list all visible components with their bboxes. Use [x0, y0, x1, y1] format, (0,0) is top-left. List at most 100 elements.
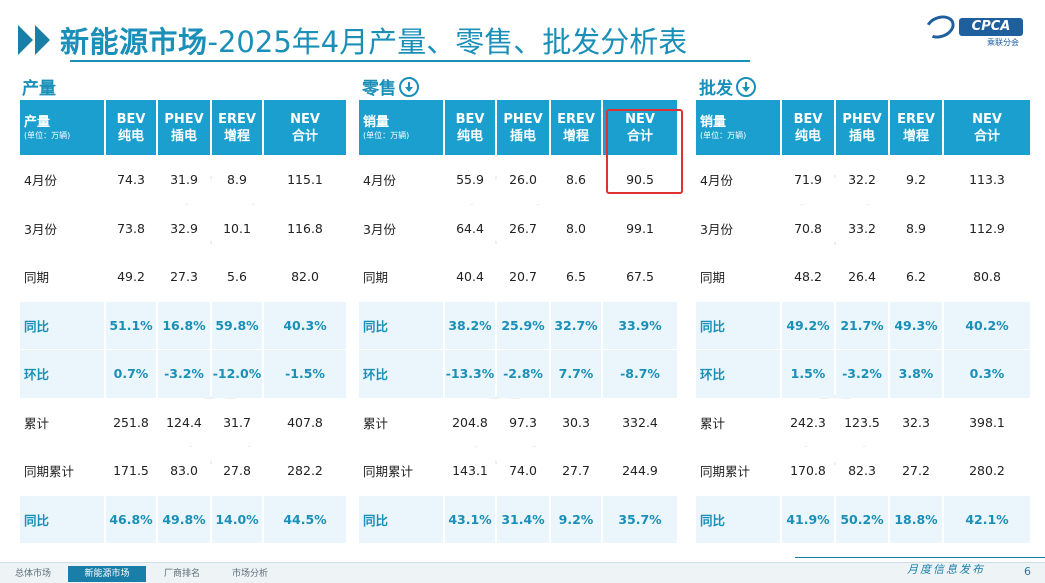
arrow-down-icon — [736, 76, 756, 97]
table-cell: 170.8 — [782, 447, 834, 495]
table-cell: 35.7% — [603, 495, 677, 543]
table-cell: 115.1 — [264, 156, 346, 204]
row-label: 同期 — [696, 253, 780, 301]
table-row: 同比 49.2% 21.7% 49.3% 40.2% — [696, 301, 1030, 349]
header-first-cell: 销量 (单位：万辆) — [359, 100, 443, 155]
table-cell: 43.1% — [445, 495, 495, 543]
table-cell: 82.0 — [264, 253, 346, 301]
section-label-production: 产量 — [22, 79, 56, 99]
row-label: 同比 — [20, 495, 104, 543]
retail-table: 销量 (单位：万辆) BEV 纯电 PHEV 插电 EREV 增程 NEV 合计 4月份 55… — [357, 99, 679, 544]
table-row: 环比 1.5% -3.2% 3.8% 0.3% — [696, 350, 1030, 398]
table-row: 3月份 70.8 33.2 8.9 112.9 — [696, 204, 1030, 252]
table-row: 累计 251.8 124.4 31.7 407.8 — [20, 398, 346, 446]
table-cell: -8.7% — [603, 350, 677, 398]
column-header: PHEV 插电 — [836, 100, 888, 155]
table-cell: 41.9% — [782, 495, 834, 543]
table-cell: 3.8% — [890, 350, 942, 398]
header-first-cell: 产量 (单位：万辆) — [20, 100, 104, 155]
footer-tab-analysis[interactable]: 市场分析 — [231, 569, 268, 579]
column-header: EREV 增程 — [212, 100, 262, 155]
table-cell: 8.0 — [551, 204, 601, 252]
row-label: 4月份 — [359, 156, 443, 204]
table-cell: 26.4 — [836, 253, 888, 301]
row-label: 4月份 — [20, 156, 104, 204]
table-row: 累计 242.3 123.5 32.3 398.1 — [696, 398, 1030, 446]
footer-tab-overall[interactable]: 总体市场 — [14, 569, 51, 579]
table-cell: 8.6 — [551, 156, 601, 204]
table-cell: 26.7 — [497, 204, 549, 252]
table-cell: 280.2 — [944, 447, 1030, 495]
table-cell: 242.3 — [782, 398, 834, 446]
row-label: 同比 — [696, 301, 780, 349]
table-cell: 0.3% — [944, 350, 1030, 398]
table-cell: 6.2 — [890, 253, 942, 301]
logo-text: CPCA — [959, 18, 1023, 36]
table-row: 3月份 64.4 26.7 8.0 99.1 — [359, 204, 677, 252]
table-cell: 49.8% — [158, 495, 210, 543]
table-cell: 40.2% — [944, 301, 1030, 349]
row-label: 环比 — [20, 350, 104, 398]
table-cell: 42.1% — [944, 495, 1030, 543]
column-header: EREV 增程 — [551, 100, 601, 155]
row-label: 同比 — [359, 301, 443, 349]
wholesale-table: 销量 (单位：万辆) BEV 纯电 PHEV 插电 EREV 增程 NEV 合计 4月份 71… — [694, 99, 1032, 544]
table-row: 4月份 55.9 26.0 8.6 90.5 — [359, 156, 677, 204]
row-label: 同比 — [696, 495, 780, 543]
chevron-icon — [18, 25, 52, 55]
logo-subtext: 乘联分会 — [987, 38, 1019, 47]
table-cell: 30.3 — [551, 398, 601, 446]
footer-tab-ranking[interactable]: 厂商排名 — [163, 569, 200, 579]
page-subtitle: -2025年4月产量、零售、批发分析表 — [207, 25, 688, 59]
column-header: PHEV 插电 — [158, 100, 210, 155]
table-cell: 6.5 — [551, 253, 601, 301]
table-cell: 5.6 — [212, 253, 262, 301]
table-row: 同期累计 170.8 82.3 27.2 280.2 — [696, 447, 1030, 495]
table-header-row: 销量 (单位：万辆) BEV 纯电 PHEV 插电 EREV 增程 NEV 合计 — [696, 100, 1030, 155]
table-cell: 97.3 — [497, 398, 549, 446]
row-label: 环比 — [696, 350, 780, 398]
table-row: 同比 46.8% 49.8% 14.0% 44.5% — [20, 495, 346, 543]
table-cell: 143.1 — [445, 447, 495, 495]
row-label: 环比 — [359, 350, 443, 398]
table-row: 环比 0.7% -3.2% -12.0% -1.5% — [20, 350, 346, 398]
table-cell: 83.0 — [158, 447, 210, 495]
table-cell: 251.8 — [106, 398, 156, 446]
title-underline — [70, 60, 750, 62]
footer-slogan: 月度信息发布 — [907, 563, 985, 576]
table-cell: 46.8% — [106, 495, 156, 543]
page-title: 新能源市场 — [60, 25, 208, 59]
table-cell: 50.2% — [836, 495, 888, 543]
header-first-label: 产量 — [24, 115, 51, 130]
cpca-logo: CPCA 乘联分会 — [913, 11, 1023, 47]
table-cell: 0.7% — [106, 350, 156, 398]
footer-divider — [795, 557, 1045, 558]
table-cell: 73.8 — [106, 204, 156, 252]
row-label: 同期累计 — [696, 447, 780, 495]
row-label: 同期累计 — [20, 447, 104, 495]
row-label: 累计 — [359, 398, 443, 446]
section-label-wholesale: 批发 — [699, 74, 756, 99]
table-row: 同比 43.1% 31.4% 9.2% 35.7% — [359, 495, 677, 543]
table-row: 4月份 74.3 31.9 8.9 115.1 — [20, 156, 346, 204]
table-cell: 20.7 — [497, 253, 549, 301]
column-header: PHEV 插电 — [497, 100, 549, 155]
table-cell: 33.2 — [836, 204, 888, 252]
table-cell: 112.9 — [944, 204, 1030, 252]
table-cell: 55.9 — [445, 156, 495, 204]
table-cell: -13.3% — [445, 350, 495, 398]
table-row: 同比 41.9% 50.2% 18.8% 42.1% — [696, 495, 1030, 543]
table-header-row: 产量 (单位：万辆) BEV 纯电 PHEV 插电 EREV 增程 NEV 合计 — [20, 100, 346, 155]
column-header: BEV 纯电 — [106, 100, 156, 155]
table-row: 3月份 73.8 32.9 10.1 116.8 — [20, 204, 346, 252]
row-label: 累计 — [696, 398, 780, 446]
column-header: NEV 合计 — [944, 100, 1030, 155]
table-cell: 99.1 — [603, 204, 677, 252]
unit-label: (单位：万辆) — [700, 131, 747, 140]
table-cell: 27.8 — [212, 447, 262, 495]
unit-label: (单位：万辆) — [24, 131, 71, 140]
footer-tab-nev[interactable]: 新能源市场 — [68, 566, 146, 582]
table-cell: 38.2% — [445, 301, 495, 349]
table-row: 累计 204.8 97.3 30.3 332.4 — [359, 398, 677, 446]
table-cell: -2.8% — [497, 350, 549, 398]
